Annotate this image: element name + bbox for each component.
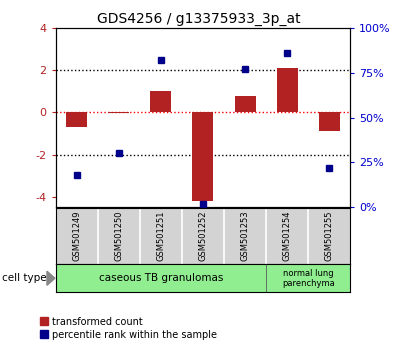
- Text: caseous TB granulomas: caseous TB granulomas: [99, 273, 223, 283]
- Bar: [234, 96, 256, 113]
- Text: GSM501253: GSM501253: [240, 211, 250, 261]
- Bar: [56, 264, 266, 292]
- Text: GSM501251: GSM501251: [156, 211, 166, 261]
- Bar: [266, 264, 350, 292]
- Bar: [66, 113, 87, 127]
- Legend: transformed count, percentile rank within the sample: transformed count, percentile rank withi…: [37, 313, 221, 343]
- Bar: [108, 113, 129, 114]
- Text: normal lung
parenchyma: normal lung parenchyma: [282, 269, 335, 288]
- Text: GSM501254: GSM501254: [283, 211, 292, 261]
- Bar: [193, 113, 213, 201]
- Text: GSM501255: GSM501255: [325, 211, 334, 261]
- Bar: [150, 91, 172, 113]
- Text: cell type: cell type: [2, 273, 47, 283]
- Text: GDS4256 / g13375933_3p_at: GDS4256 / g13375933_3p_at: [97, 12, 301, 27]
- Bar: [277, 68, 298, 113]
- Bar: [319, 113, 340, 131]
- Text: GSM501249: GSM501249: [72, 211, 81, 261]
- Text: GSM501252: GSM501252: [199, 211, 207, 261]
- Text: GSM501250: GSM501250: [114, 211, 123, 261]
